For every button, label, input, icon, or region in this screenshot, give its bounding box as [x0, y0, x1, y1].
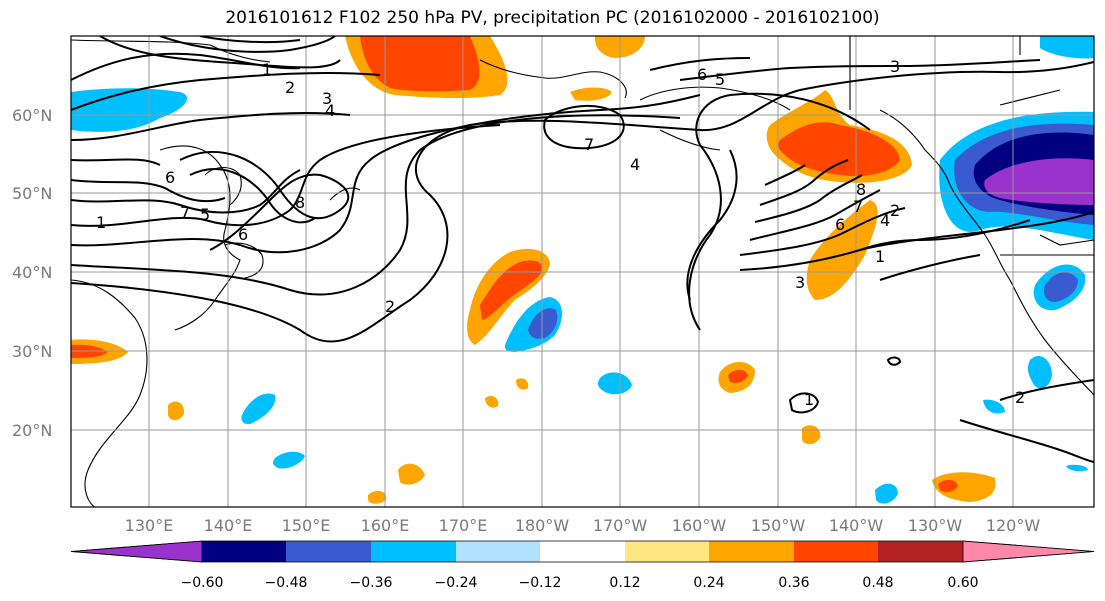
contour-label: 2: [1015, 388, 1025, 407]
contour-label: 1: [262, 60, 272, 79]
lon-label: 140°E: [204, 516, 253, 535]
colorbar-tick: 0.60: [947, 575, 978, 591]
contour-label: 7: [180, 203, 190, 222]
contour-label: 4: [880, 211, 890, 230]
colorbar-tick: 0.12: [609, 575, 640, 591]
lon-label: 170°W: [593, 516, 648, 535]
colorbar-tick: −0.60: [181, 575, 224, 591]
contour-label: 6: [238, 225, 248, 244]
contour-label: 2: [385, 297, 395, 316]
colorbar-tick: 0.36: [778, 575, 809, 591]
contour-label: 7: [853, 197, 863, 216]
contour-label: 1: [875, 247, 885, 266]
colorbar-tick: −0.24: [435, 575, 478, 591]
latitude-labels: 60°N 50°N 40°N 30°N 20°N: [12, 106, 52, 440]
contour-label: 5: [200, 205, 210, 224]
colorbar-tick-labels: −0.60 −0.48 −0.36 −0.24 −0.12 0.12 0.24 …: [181, 575, 979, 591]
contour-label: 5: [715, 70, 725, 89]
lon-label: 160°W: [672, 516, 727, 535]
lon-label: 140°W: [829, 516, 884, 535]
map-title: 2016101612 F102 250 hPa PV, precipitatio…: [225, 8, 880, 28]
lon-label: 160°E: [361, 516, 410, 535]
contour-label: 2: [285, 78, 295, 97]
lon-label: 120°W: [986, 516, 1041, 535]
lat-label: 40°N: [12, 263, 52, 282]
lon-label: 170°E: [439, 516, 488, 535]
contour-label: 8: [295, 193, 305, 212]
contour-label: 3: [890, 57, 900, 76]
map-frame: [70, 35, 1095, 508]
lat-label: 30°N: [12, 342, 52, 361]
colorbar: [70, 540, 1095, 563]
longitude-labels: 130°E 140°E 150°E 160°E 170°E 180°W 170°…: [125, 516, 1041, 535]
contour-label: 1: [96, 213, 106, 232]
contour-label: 3: [795, 273, 805, 292]
pv-contours: [71, 36, 1094, 463]
lat-label: 50°N: [12, 184, 52, 203]
colorbar-segment: [540, 541, 625, 562]
colorbar-tick: −0.48: [265, 575, 308, 591]
colorbar-segment: [286, 541, 371, 562]
contour-label: 6: [165, 168, 175, 187]
colorbar-outline: [70, 540, 1095, 563]
contour-label: 2: [890, 201, 900, 220]
colorbar-tick: −0.36: [350, 575, 393, 591]
contour-label: 3: [322, 89, 332, 108]
colorbar-segment: [878, 541, 963, 562]
lat-label: 20°N: [12, 421, 52, 440]
colorbar-tick: 0.24: [693, 575, 724, 591]
colorbar-segment: [709, 541, 794, 562]
contour-label: 6: [835, 215, 845, 234]
colorbar-segment: [456, 541, 540, 562]
contour-label: 7: [584, 135, 594, 154]
lon-label: 130°E: [125, 516, 174, 535]
lat-label: 60°N: [12, 106, 52, 125]
lon-label: 150°W: [751, 516, 806, 535]
lon-label: 130°W: [908, 516, 963, 535]
contour-label: 6: [697, 65, 707, 84]
colorbar-extend-min: [70, 540, 203, 563]
contour-labels: 1 2 3 4 6 7 8 2 5 6 7 4 3 4 6 7 8 2 1 3 …: [96, 57, 1025, 409]
colorbar-tick: 0.48: [862, 575, 893, 591]
colorbar-extend-max: [962, 540, 1095, 563]
contour-label: 1: [804, 390, 814, 409]
colorbar-segment: [202, 541, 286, 562]
contour-label: 4: [630, 155, 640, 174]
lon-label: 150°E: [282, 516, 331, 535]
colorbar-segment: [794, 541, 878, 562]
colorbar-segment: [625, 541, 709, 562]
contour-label: 4: [325, 101, 335, 120]
colorbar-tick: −0.12: [519, 575, 562, 591]
lon-label: 180°W: [515, 516, 570, 535]
contour-label: 8: [856, 180, 866, 199]
colorbar-segment: [371, 541, 456, 562]
